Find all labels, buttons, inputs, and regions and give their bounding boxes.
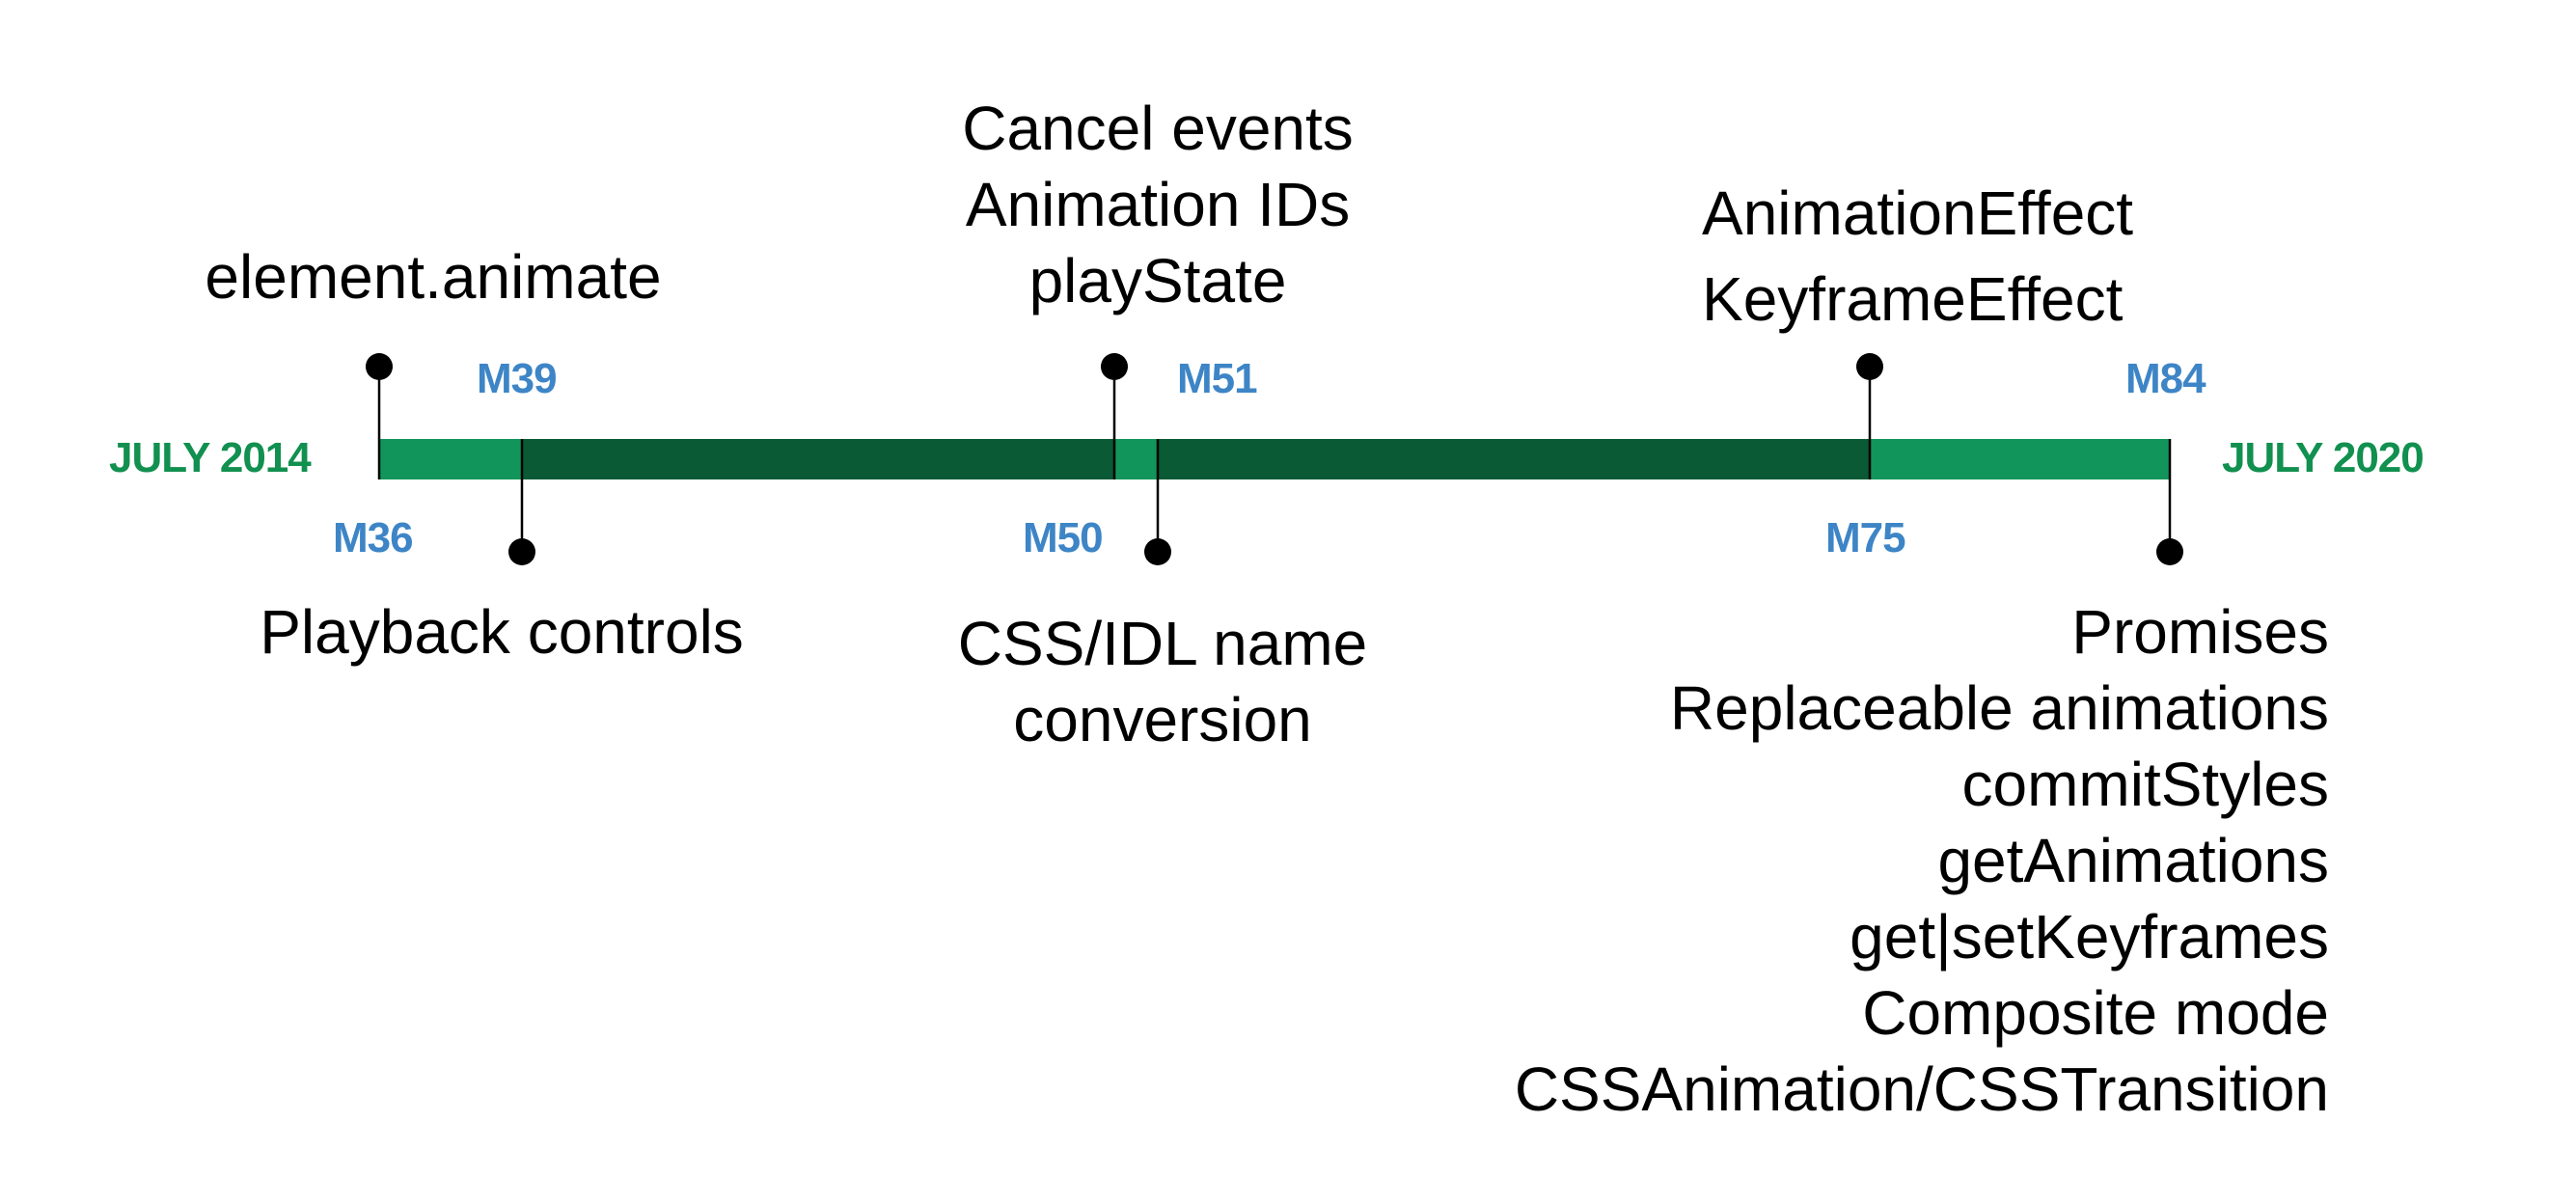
milestone-m39: M39 xyxy=(477,355,558,402)
feature-label: KeyframeEffect xyxy=(1702,264,2124,334)
pin-m51 xyxy=(1144,439,1171,565)
start-date: JULY 2014 xyxy=(109,434,312,481)
pin-m50 xyxy=(1101,353,1128,479)
segment-m36-m39 xyxy=(378,439,522,479)
pin-m84 xyxy=(2156,439,2183,565)
feature-label: AnimationEffect xyxy=(1702,178,2134,248)
pin-m75 xyxy=(1856,353,1883,479)
segment-m75-m84 xyxy=(1871,439,2171,479)
feature-label: Cancel events xyxy=(962,94,1354,163)
milestone-m51: M51 xyxy=(1177,355,1258,402)
feature-label: conversion xyxy=(1013,685,1312,754)
pin-m39 xyxy=(508,439,535,565)
feature-label: Replaceable animations xyxy=(1669,673,2329,743)
feature-label: Playback controls xyxy=(260,597,744,667)
segment-m39-m50 xyxy=(522,439,1114,479)
feature-label: Promises xyxy=(2071,597,2329,667)
feature-label: Animation IDs xyxy=(965,170,1351,239)
feature-label: getAnimations xyxy=(1937,826,2329,895)
feature-label: commitStyles xyxy=(1961,750,2330,819)
feature-label: CSSAnimation/CSSTransition xyxy=(1514,1054,2329,1124)
segment-m51-m75 xyxy=(1158,439,1871,479)
segment-m50-m51 xyxy=(1114,439,1158,479)
feature-label: element.animate xyxy=(205,242,662,312)
milestone-m84: M84 xyxy=(2125,355,2206,402)
feature-label: playState xyxy=(1028,246,1287,315)
milestone-m75: M75 xyxy=(1825,514,1906,561)
feature-label: get|setKeyframes xyxy=(1850,902,2329,971)
pin-m36 xyxy=(366,353,393,479)
end-date: JULY 2020 xyxy=(2222,434,2425,481)
feature-label: Composite mode xyxy=(1862,978,2329,1048)
milestone-m50: M50 xyxy=(1023,514,1104,561)
milestone-m36: M36 xyxy=(333,514,414,561)
feature-label: CSS/IDL name xyxy=(957,609,1368,678)
